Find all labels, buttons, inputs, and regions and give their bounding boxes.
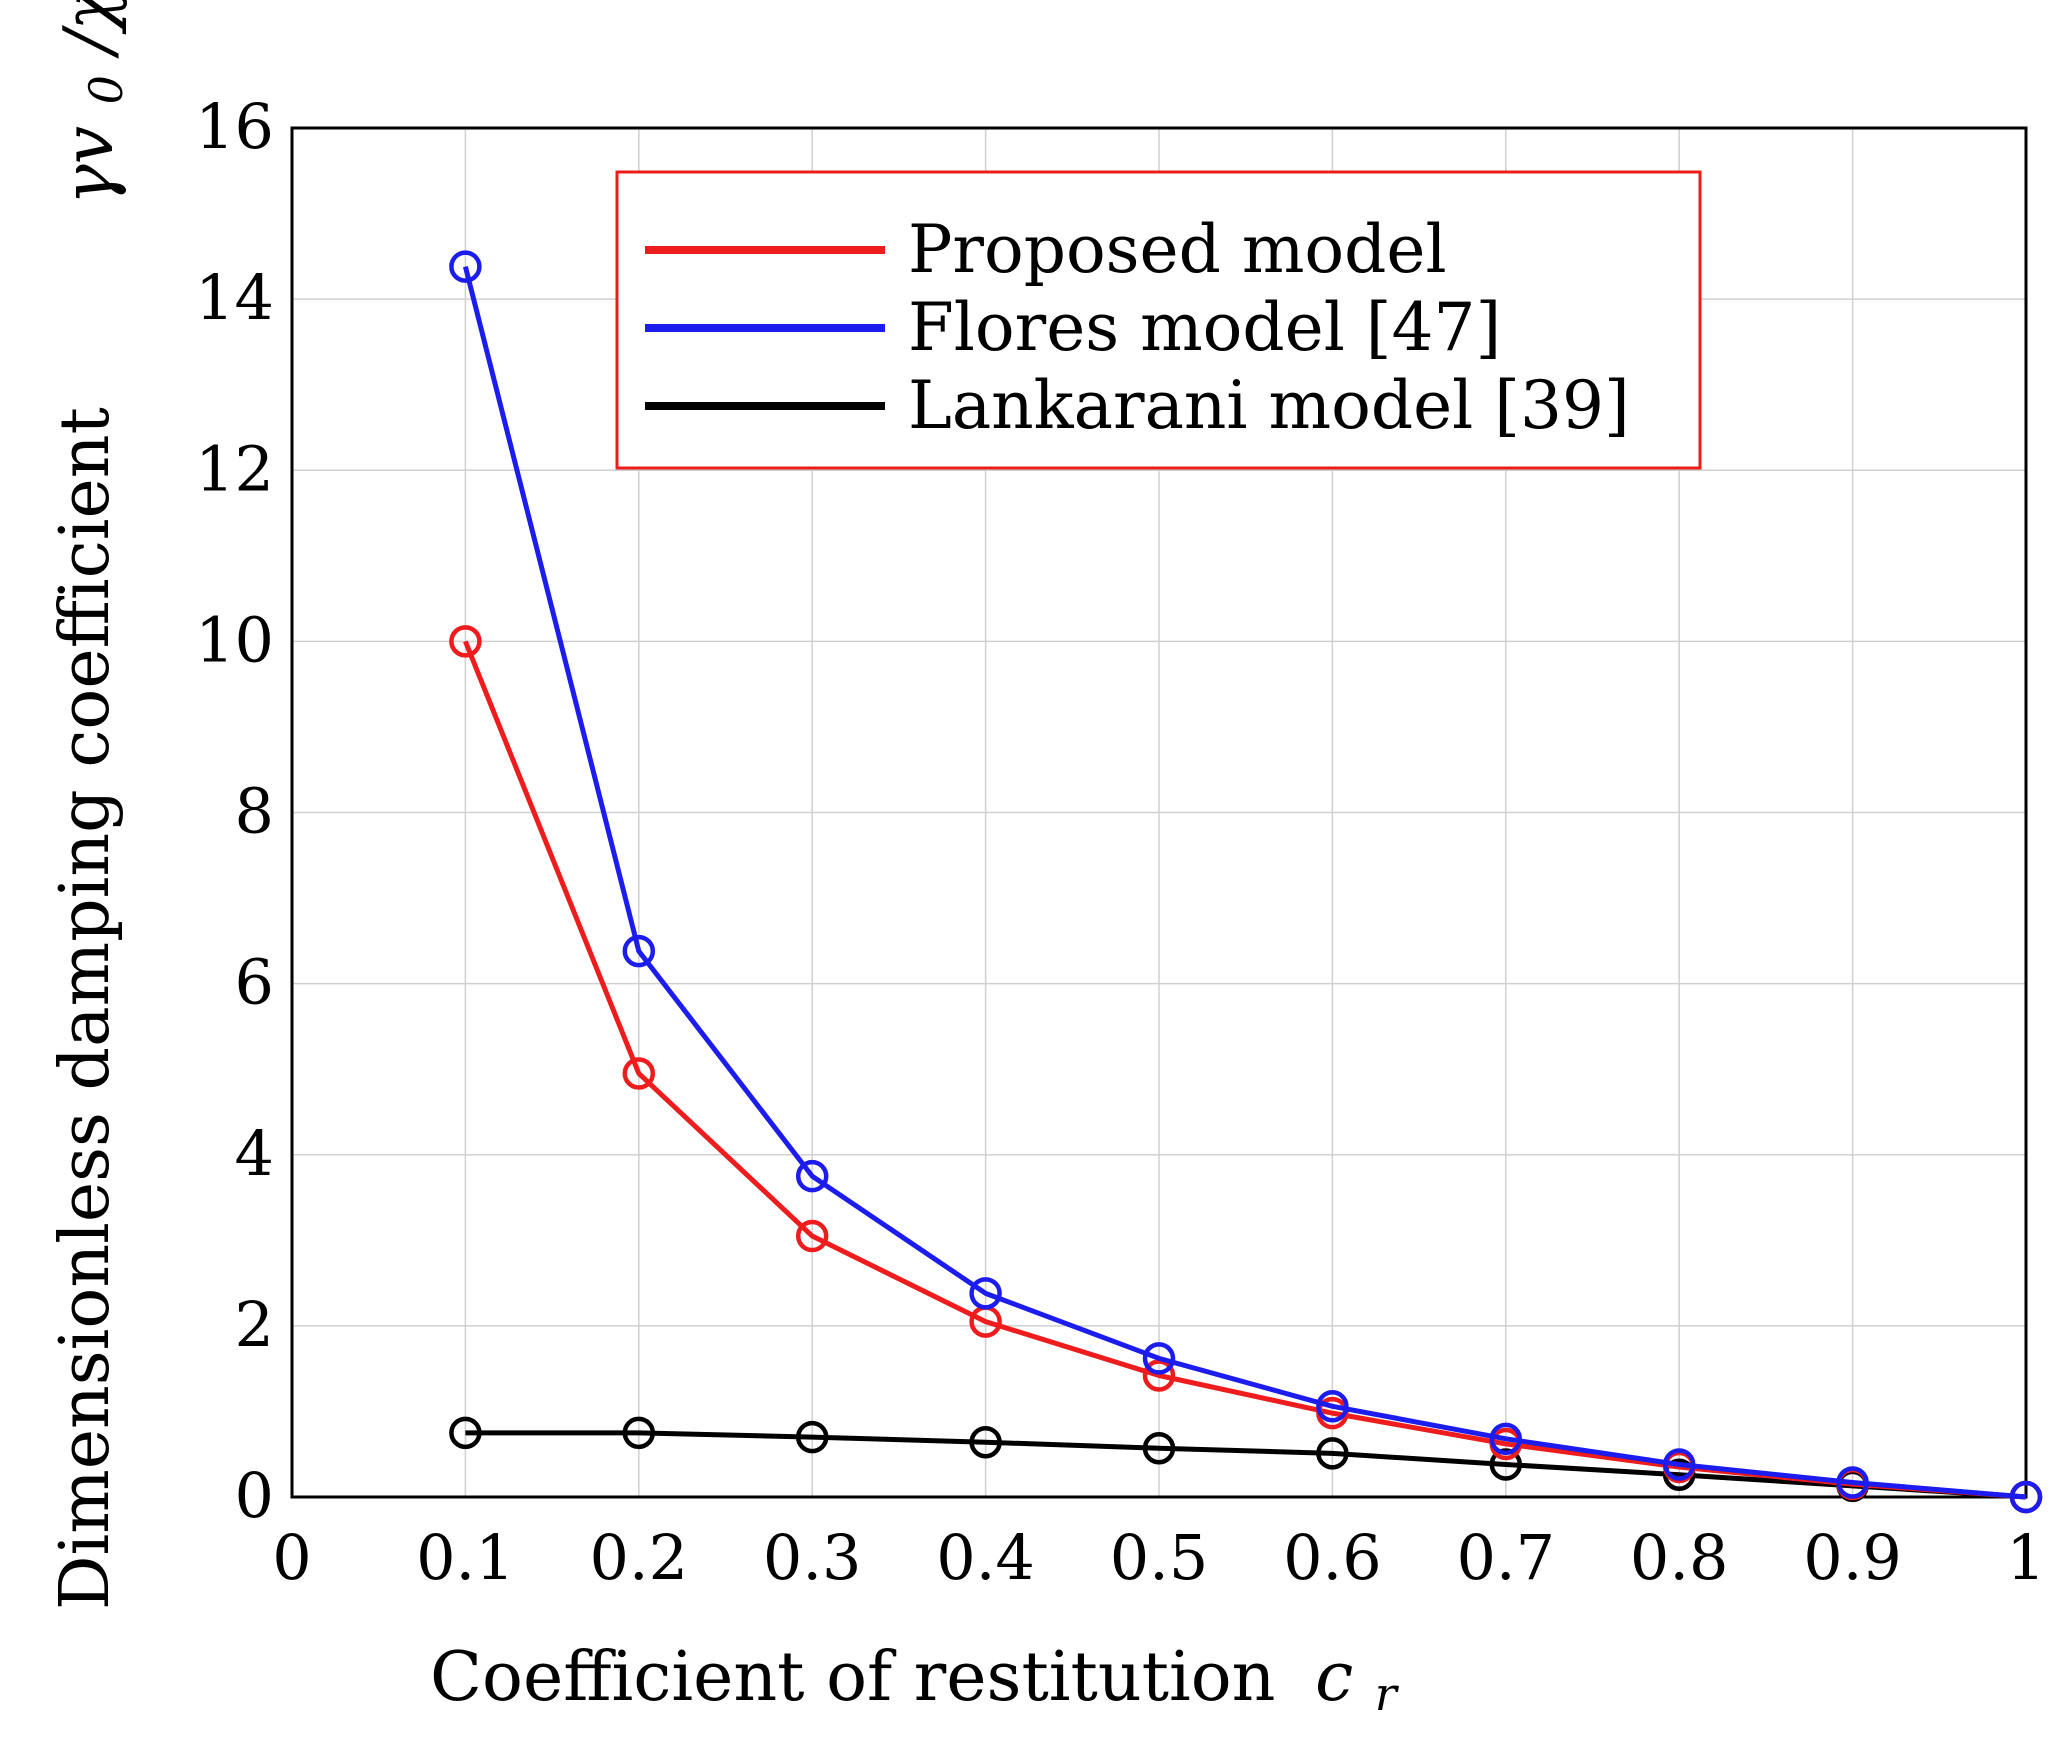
legend-label: Flores model [47] xyxy=(908,289,1501,366)
data-point xyxy=(449,1416,482,1450)
y-axis-symbol-tail: /χ xyxy=(50,0,129,59)
data-point xyxy=(449,250,482,283)
data-point xyxy=(1316,1437,1349,1470)
data-point xyxy=(1142,1359,1176,1392)
data-point xyxy=(969,1425,1002,1459)
y-tick-label: 8 xyxy=(235,775,274,848)
y-tick-label: 4 xyxy=(235,1117,274,1190)
x-tick-label: 0.1 xyxy=(416,1521,515,1594)
data-point xyxy=(795,1219,829,1253)
x-tick-label: 0.8 xyxy=(1630,1521,1729,1594)
data-point xyxy=(795,1420,829,1454)
x-tick-label: 0.4 xyxy=(936,1521,1035,1594)
x-axis-symbol: c xyxy=(1315,1638,1353,1717)
y-tick-label: 0 xyxy=(235,1459,274,1532)
data-point xyxy=(1662,1448,1696,1481)
y-tick-label: 2 xyxy=(235,1288,274,1361)
x-tick-label: 0.2 xyxy=(589,1521,688,1594)
legend-box xyxy=(615,170,1702,470)
data-point xyxy=(1142,1342,1176,1375)
axis-ticks: 0 0.1 0.2 0.3 0.4 0.5 0.6 0.7 0.8 0.9 102468101214… xyxy=(195,90,2046,1594)
x-axis-symbol-sub: r xyxy=(1375,1667,1400,1721)
y-axis-title: Dimensionless damping coefficient xyxy=(46,407,125,1610)
series-line xyxy=(465,1430,2027,1500)
data-point xyxy=(622,934,656,968)
y-tick-label: 10 xyxy=(195,603,274,676)
data-point xyxy=(1142,1431,1176,1465)
y-tick-label: 12 xyxy=(195,432,274,505)
data-point xyxy=(1836,1466,1869,1499)
y-tick-label: 16 xyxy=(195,90,274,163)
x-tick-label: 0.7 xyxy=(1456,1521,1555,1594)
data-point xyxy=(2009,1480,2043,1514)
data-point xyxy=(969,1277,1002,1310)
data-point xyxy=(449,625,482,658)
series-flores-model-47 xyxy=(449,250,2043,1514)
y-axis-symbol: γv 0 /χ xyxy=(50,0,139,205)
y-axis-symbol-sub: 0 xyxy=(79,75,133,104)
x-tick-label: 0.5 xyxy=(1110,1521,1209,1594)
legend-label: Lankarani model [39] xyxy=(908,367,1630,444)
y-tick-label: 14 xyxy=(195,261,274,334)
data-point xyxy=(795,1159,829,1193)
legend-label: Proposed model xyxy=(908,211,1447,288)
y-axis-title-text: Dimensionless damping coefficient xyxy=(46,407,125,1610)
x-axis-title: Coefficient of restitution c r xyxy=(430,1638,1400,1721)
series-line xyxy=(462,265,2027,1500)
data-point xyxy=(1489,1448,1523,1481)
data-point xyxy=(622,1057,656,1090)
x-tick-label: 1 xyxy=(2006,1521,2045,1594)
data-series xyxy=(449,250,2043,1514)
x-axis-title-text: Coefficient of restitution xyxy=(430,1638,1275,1717)
x-tick-label: 0.3 xyxy=(763,1521,862,1594)
x-tick-label: 0.6 xyxy=(1283,1521,1382,1594)
data-point xyxy=(622,1416,656,1450)
x-tick-label: 0.9 xyxy=(1803,1521,1902,1594)
data-point xyxy=(1489,1422,1523,1456)
data-point xyxy=(1316,1390,1349,1423)
y-axis-symbol-main: γv xyxy=(50,126,129,205)
y-tick-label: 6 xyxy=(235,946,274,1019)
plot-area-frame xyxy=(290,126,2028,1499)
x-tick-label: 0 xyxy=(272,1521,311,1594)
